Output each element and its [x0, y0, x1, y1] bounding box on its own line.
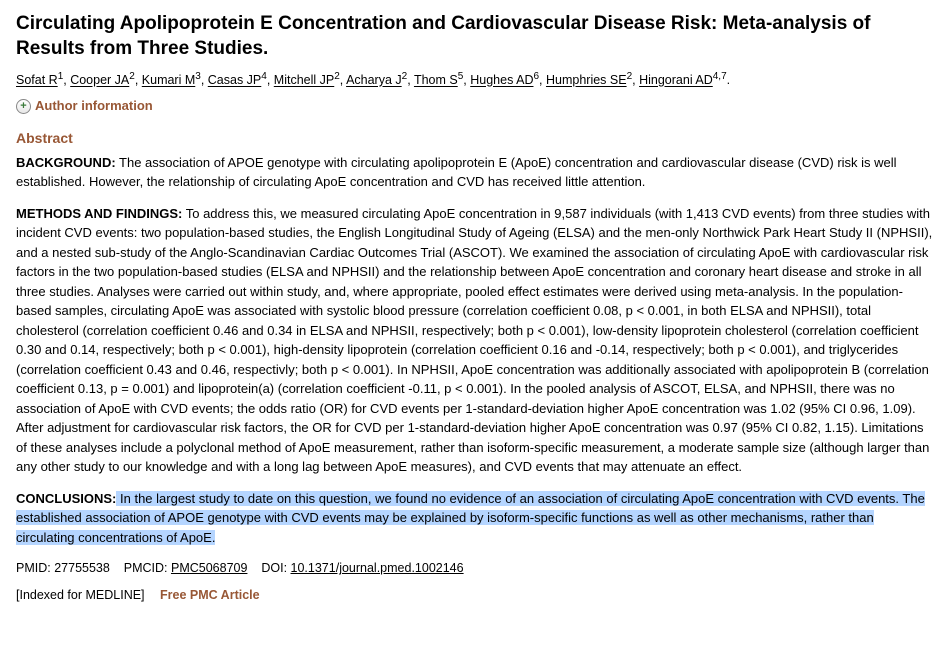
author-link[interactable]: Hughes AD — [470, 74, 533, 88]
pmid-value: 27755538 — [54, 561, 110, 575]
background-text: The association of APOE genotype with ci… — [16, 155, 897, 190]
author-link[interactable]: Mitchell JP — [274, 74, 334, 88]
author-affiliation: 5 — [458, 71, 464, 82]
article-title: Circulating Apolipoprotein E Concentrati… — [16, 12, 934, 61]
author-link[interactable]: Hingorani AD — [639, 74, 713, 88]
footer: [Indexed for MEDLINE] Free PMC Article — [16, 586, 934, 605]
abstract-heading: Abstract — [16, 128, 934, 149]
author-info-label: Author information — [35, 98, 153, 113]
expand-icon: + — [16, 99, 31, 114]
pmcid-label: PMCID: — [124, 561, 168, 575]
author-link[interactable]: Casas JP — [208, 74, 262, 88]
methods-label: METHODS AND FINDINGS: — [16, 206, 182, 221]
methods-text: To address this, we measured circulating… — [16, 206, 932, 475]
author-affiliation: 2 — [129, 71, 135, 82]
doi-link[interactable]: 10.1371/journal.pmed.1002146 — [291, 561, 464, 575]
doi-label: DOI: — [261, 561, 287, 575]
conclusions-highlighted: In the largest study to date on this que… — [16, 491, 925, 545]
background-label: BACKGROUND: — [16, 155, 116, 170]
author-affiliation: 4,7 — [713, 71, 727, 82]
author-link[interactable]: Thom S — [414, 74, 458, 88]
author-link[interactable]: Sofat R — [16, 74, 58, 88]
abstract-methods: METHODS AND FINDINGS: To address this, w… — [16, 204, 934, 477]
free-pmc-link[interactable]: Free PMC Article — [160, 588, 260, 602]
author-affiliation: 1 — [58, 71, 64, 82]
author-list: Sofat R1, Cooper JA2, Kumari M3, Casas J… — [16, 69, 934, 90]
author-affiliation: 6 — [533, 71, 539, 82]
author-affiliation: 2 — [402, 71, 408, 82]
identifiers: PMID: 27755538 PMCID: PMC5068709 DOI: 10… — [16, 559, 934, 578]
author-information-toggle[interactable]: + Author information — [16, 96, 934, 116]
author-link[interactable]: Kumari M — [142, 74, 195, 88]
author-affiliation: 4 — [261, 71, 267, 82]
author-link[interactable]: Cooper JA — [70, 74, 129, 88]
author-affiliation: 3 — [195, 71, 201, 82]
indexed-label: [Indexed for MEDLINE] — [16, 588, 145, 602]
author-link[interactable]: Humphries SE — [546, 74, 627, 88]
author-link[interactable]: Acharya J — [346, 74, 402, 88]
abstract-conclusions: CONCLUSIONS: In the largest study to dat… — [16, 489, 934, 548]
author-affiliation: 2 — [334, 71, 340, 82]
pmid-label: PMID: — [16, 561, 51, 575]
author-affiliation: 2 — [627, 71, 633, 82]
pmcid-link[interactable]: PMC5068709 — [171, 561, 247, 575]
conclusions-label: CONCLUSIONS: — [16, 491, 116, 506]
abstract-background: BACKGROUND: The association of APOE geno… — [16, 153, 934, 192]
